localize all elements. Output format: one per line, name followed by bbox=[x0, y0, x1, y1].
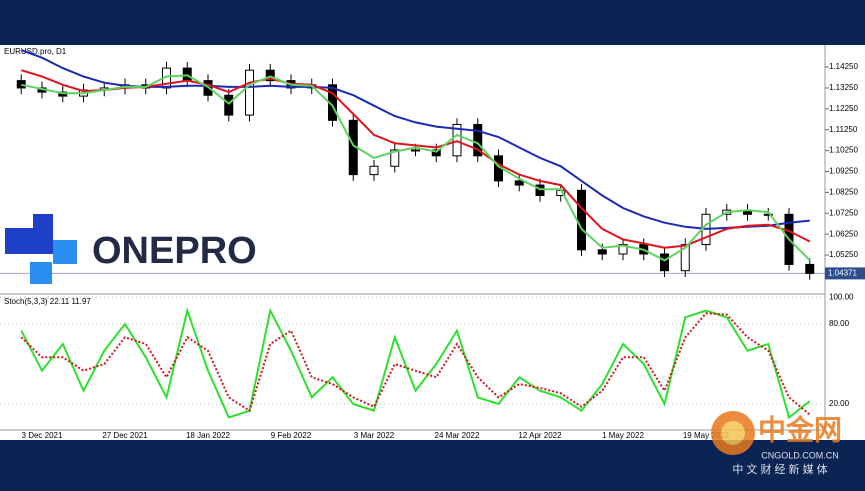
series-line bbox=[20, 49, 810, 230]
candle-body bbox=[390, 149, 400, 167]
candle-body bbox=[452, 123, 462, 157]
series-line bbox=[21, 69, 811, 249]
candle-body bbox=[805, 263, 815, 274]
candle-body bbox=[224, 94, 234, 116]
candle-body bbox=[763, 213, 773, 216]
candle-body bbox=[431, 149, 441, 157]
y-tick-label: 20.00 bbox=[829, 399, 850, 408]
current-price-label: 1.04371 bbox=[828, 268, 857, 277]
y-tick-label: 1.05250 bbox=[829, 250, 858, 259]
x-tick-label: 27 Dec 2021 bbox=[102, 431, 148, 440]
y-tick-label: 1.06250 bbox=[829, 229, 858, 238]
y-tick-label: 1.10250 bbox=[829, 146, 858, 155]
x-tick-label: 24 Mar 2022 bbox=[435, 431, 480, 440]
candle-body bbox=[514, 180, 524, 186]
y-tick-label: 80.00 bbox=[829, 319, 850, 328]
onepro-logo: ONEPRO bbox=[5, 214, 257, 284]
candle-body bbox=[473, 123, 483, 157]
x-tick-label: 3 Dec 2021 bbox=[22, 431, 63, 440]
current-price-box bbox=[825, 267, 865, 280]
series-line bbox=[20, 312, 811, 416]
series-line bbox=[21, 74, 811, 262]
candle-body bbox=[535, 184, 545, 197]
series-line bbox=[20, 307, 811, 420]
y-tick-label: 100.00 bbox=[829, 292, 854, 301]
x-tick-label: 19 May 2022 bbox=[683, 431, 730, 440]
candle-body bbox=[577, 189, 586, 251]
candle-body bbox=[660, 253, 669, 272]
candle-body bbox=[16, 80, 26, 89]
chart-area bbox=[0, 45, 865, 440]
plot: 1.14250 1.13250 1.12250 1.11250 1.10250 1.092… bbox=[0, 49, 865, 440]
y-tick-label: 1.14250 bbox=[829, 62, 858, 71]
site: CNGOLD.COM.CN bbox=[761, 450, 839, 460]
x-tick-label: 1 May 2022 bbox=[602, 431, 644, 440]
candle-body bbox=[369, 165, 379, 176]
y-tick-label: 1.11250 bbox=[829, 125, 858, 134]
y-tick-label: 1.13250 bbox=[829, 83, 858, 92]
x-tick-label: 12 Apr 2022 bbox=[518, 431, 562, 440]
chart-title: Stoch(5,3,3) 22.11 11.97 bbox=[4, 297, 91, 306]
top-band bbox=[0, 0, 865, 45]
cngold-logo: 中金网 CNGOLD.COM.CN 中 文 财 经 新 媒 体 bbox=[711, 411, 842, 476]
candle-body bbox=[597, 249, 607, 255]
y-tick-label: 1.07250 bbox=[829, 208, 858, 217]
candle-body bbox=[182, 67, 192, 82]
candle-body bbox=[411, 149, 420, 152]
y-tick-label: 1.09250 bbox=[829, 167, 858, 176]
x-tick-label: 9 Feb 2022 bbox=[271, 431, 312, 440]
y-tick-label: 1.12250 bbox=[829, 104, 858, 113]
x-tick-label: 3 Mar 2022 bbox=[354, 431, 395, 440]
candle-body bbox=[245, 69, 254, 116]
y-tick-label: 1.08250 bbox=[829, 187, 858, 196]
chart-title: EURUSD.pro, D1 bbox=[4, 47, 67, 56]
x-tick-label: 18 Jan 2022 bbox=[186, 431, 231, 440]
candle-body bbox=[618, 244, 628, 255]
brand-text: ONEPRO bbox=[92, 230, 257, 272]
candle-body bbox=[265, 69, 275, 82]
logo-cn: 中金网 bbox=[758, 413, 842, 445]
slogan: 中 文 财 经 新 媒 体 bbox=[732, 462, 827, 476]
